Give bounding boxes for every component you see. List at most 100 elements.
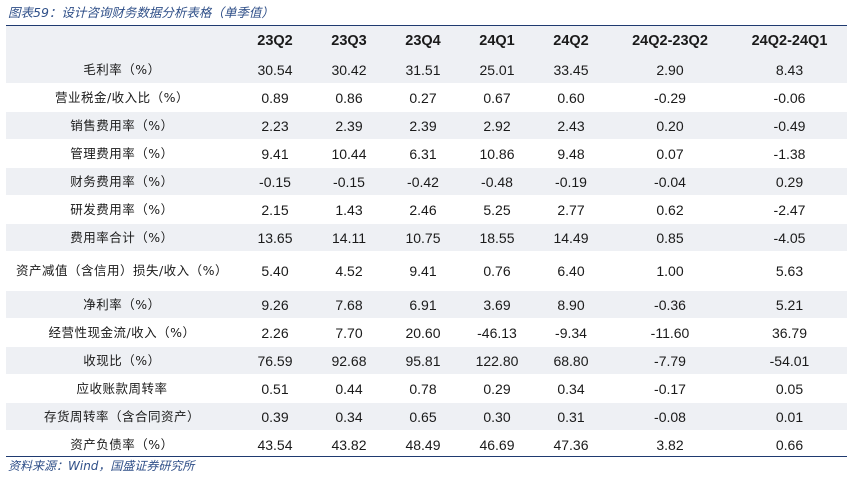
table-cell: 0.44 bbox=[312, 374, 386, 403]
table-cell: 0.39 bbox=[238, 402, 312, 431]
table-cell: 7.70 bbox=[312, 318, 386, 347]
table-cell: -0.04 bbox=[608, 167, 732, 196]
table-cell: 18.55 bbox=[460, 223, 534, 252]
table-cell: 33.45 bbox=[534, 56, 608, 84]
table-cell: 2.92 bbox=[460, 111, 534, 140]
table-cell: -0.36 bbox=[608, 290, 732, 319]
table-cell: 8.43 bbox=[732, 56, 847, 84]
table-cell: 0.89 bbox=[238, 83, 312, 112]
financial-table: 23Q2 23Q3 23Q4 24Q1 24Q2 24Q2-23Q2 24Q2-… bbox=[6, 26, 847, 459]
table-cell: 9.41 bbox=[238, 139, 312, 168]
table-cell: 4.52 bbox=[312, 251, 386, 291]
row-label: 存货周转率（含合同资产） bbox=[6, 402, 238, 431]
table-cell: 30.42 bbox=[312, 56, 386, 84]
table-cell: 0.01 bbox=[732, 402, 847, 431]
table-cell: 2.39 bbox=[386, 111, 460, 140]
top-rule bbox=[6, 25, 847, 26]
column-header: 23Q3 bbox=[312, 26, 386, 56]
table-row: 应收账款周转率 0.51 0.44 0.78 0.29 0.34 -0.17 0.05 bbox=[6, 374, 847, 403]
column-header: 23Q2 bbox=[238, 26, 312, 56]
row-label: 资产负债率（%） bbox=[6, 430, 238, 459]
row-label: 管理费用率（%） bbox=[6, 139, 238, 168]
table-cell: 10.75 bbox=[386, 223, 460, 252]
table-cell: 20.60 bbox=[386, 318, 460, 347]
bottom-rule bbox=[6, 456, 847, 457]
table-cell: 5.40 bbox=[238, 251, 312, 291]
table-cell: 95.81 bbox=[386, 346, 460, 375]
table-cell: 9.26 bbox=[238, 290, 312, 319]
table-cell: -1.38 bbox=[732, 139, 847, 168]
table-cell: 0.62 bbox=[608, 195, 732, 224]
table-cell: 43.54 bbox=[238, 430, 312, 459]
table-cell: -0.42 bbox=[386, 167, 460, 196]
column-header: 24Q2-24Q1 bbox=[732, 26, 847, 56]
table-cell: 14.11 bbox=[312, 223, 386, 252]
table-row: 研发费用率（%） 2.15 1.43 2.46 5.25 2.77 0.62 -2.47 bbox=[6, 195, 847, 224]
table-cell: 5.25 bbox=[460, 195, 534, 224]
table-cell: -0.49 bbox=[732, 111, 847, 140]
column-header: 24Q1 bbox=[460, 26, 534, 56]
table-cell: 9.48 bbox=[534, 139, 608, 168]
table-cell: 2.23 bbox=[238, 111, 312, 140]
table-row: 管理费用率（%） 9.41 10.44 6.31 10.86 9.48 0.07 -1.38 bbox=[6, 139, 847, 168]
table-cell: -54.01 bbox=[732, 346, 847, 375]
table-cell: 0.20 bbox=[608, 111, 732, 140]
row-label: 研发费用率（%） bbox=[6, 195, 238, 224]
table-cell: -46.13 bbox=[460, 318, 534, 347]
table-cell: 0.31 bbox=[534, 402, 608, 431]
table-row: 资产减值（含信用）损失/收入（%） 5.40 4.52 9.41 0.76 6.40 1.0… bbox=[6, 251, 847, 291]
table-cell: 0.60 bbox=[534, 83, 608, 112]
table-cell: 2.90 bbox=[608, 56, 732, 84]
table-cell: 0.51 bbox=[238, 374, 312, 403]
table-cell: 5.63 bbox=[732, 251, 847, 291]
table-cell: 76.59 bbox=[238, 346, 312, 375]
figure-caption: 图表59：设计咨询财务数据分析表格（单季值） bbox=[8, 5, 274, 20]
row-label: 资产减值（含信用）损失/收入（%） bbox=[6, 251, 238, 291]
table-cell: 36.79 bbox=[732, 318, 847, 347]
table-cell: 0.78 bbox=[386, 374, 460, 403]
row-label: 营业税金/收入比（%） bbox=[6, 83, 238, 112]
table-row: 经营性现金流/收入（%） 2.26 7.70 20.60 -46.13 -9.34 -11.… bbox=[6, 318, 847, 347]
table-cell: 3.69 bbox=[460, 290, 534, 319]
table-cell: 92.68 bbox=[312, 346, 386, 375]
table-cell: 0.05 bbox=[732, 374, 847, 403]
table-cell: 2.15 bbox=[238, 195, 312, 224]
table-cell: 13.65 bbox=[238, 223, 312, 252]
table-cell: 0.27 bbox=[386, 83, 460, 112]
table-cell: 6.31 bbox=[386, 139, 460, 168]
table-cell: -0.06 bbox=[732, 83, 847, 112]
row-label: 应收账款周转率 bbox=[6, 374, 238, 403]
table-cell: 0.30 bbox=[460, 402, 534, 431]
source-note: 资料来源：Wind，国盛证券研究所 bbox=[8, 459, 195, 473]
table-cell: 0.67 bbox=[460, 83, 534, 112]
table-row: 毛利率（%） 30.54 30.42 31.51 25.01 33.45 2.90 8.43 bbox=[6, 56, 847, 84]
table-row: 收现比（%） 76.59 92.68 95.81 122.80 68.80 -7.79 -54… bbox=[6, 346, 847, 375]
table-row: 营业税金/收入比（%） 0.89 0.86 0.27 0.67 0.60 -0.29 -0.0… bbox=[6, 83, 847, 112]
table-cell: 7.68 bbox=[312, 290, 386, 319]
table-cell: -11.60 bbox=[608, 318, 732, 347]
row-label: 毛利率（%） bbox=[6, 56, 238, 84]
table-cell: 25.01 bbox=[460, 56, 534, 84]
table-cell: 2.77 bbox=[534, 195, 608, 224]
table-cell: 10.86 bbox=[460, 139, 534, 168]
table-row: 资产负债率（%） 43.54 43.82 48.49 46.69 47.36 3.82 0.6… bbox=[6, 430, 847, 459]
table-cell: 2.39 bbox=[312, 111, 386, 140]
table-cell: 0.29 bbox=[732, 167, 847, 196]
table-cell: -2.47 bbox=[732, 195, 847, 224]
table-cell: -0.29 bbox=[608, 83, 732, 112]
table-cell: 48.49 bbox=[386, 430, 460, 459]
table-cell: 2.26 bbox=[238, 318, 312, 347]
table-cell: 0.34 bbox=[534, 374, 608, 403]
row-label: 财务费用率（%） bbox=[6, 167, 238, 196]
column-header: 24Q2 bbox=[534, 26, 608, 56]
table-row: 净利率（%） 9.26 7.68 6.91 3.69 8.90 -0.36 5.21 bbox=[6, 290, 847, 319]
table-cell: 14.49 bbox=[534, 223, 608, 252]
table-cell: 10.44 bbox=[312, 139, 386, 168]
table-cell: -0.15 bbox=[238, 167, 312, 196]
column-header: 24Q2-23Q2 bbox=[608, 26, 732, 56]
table-cell: 0.29 bbox=[460, 374, 534, 403]
table-cell: 2.46 bbox=[386, 195, 460, 224]
table-cell: 1.43 bbox=[312, 195, 386, 224]
table-row: 财务费用率（%） -0.15 -0.15 -0.42 -0.48 -0.19 -0.04 0.… bbox=[6, 167, 847, 196]
table-cell: 43.82 bbox=[312, 430, 386, 459]
